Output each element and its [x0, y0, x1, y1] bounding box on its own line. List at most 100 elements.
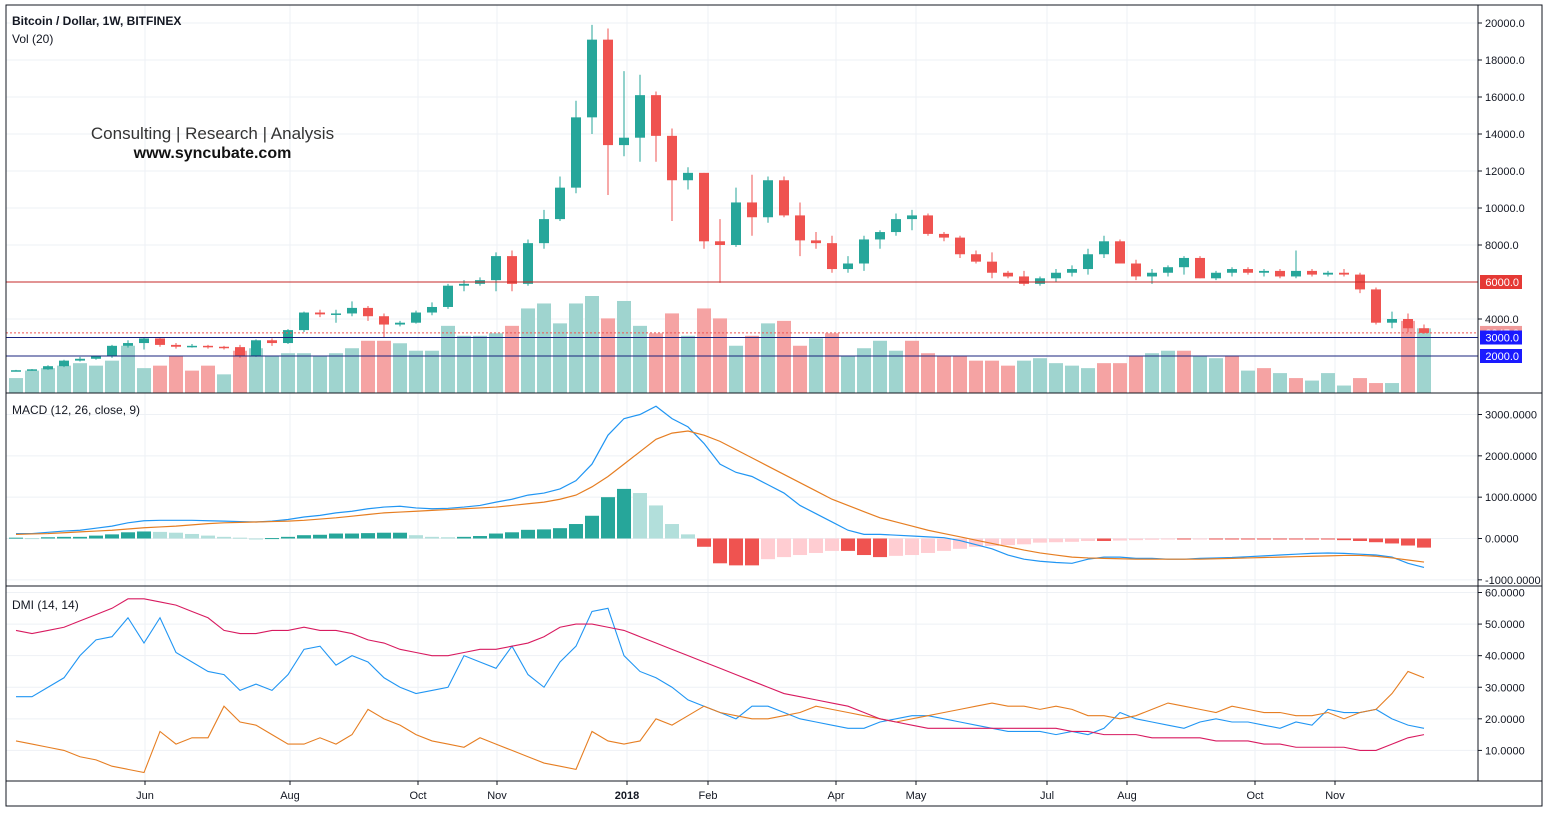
candle-body[interactable] — [1419, 328, 1429, 333]
candle-body[interactable] — [619, 137, 629, 146]
candle-body[interactable] — [267, 340, 277, 344]
candle-body[interactable] — [1243, 269, 1253, 273]
candle-body[interactable] — [971, 254, 981, 262]
candle-body[interactable] — [651, 95, 661, 136]
candle-body[interactable] — [1099, 241, 1109, 255]
candle-body[interactable] — [459, 283, 469, 286]
candle-body[interactable] — [891, 219, 901, 233]
candle-body[interactable] — [107, 345, 117, 357]
candle-body[interactable] — [1083, 254, 1093, 270]
candle-body[interactable] — [779, 180, 789, 216]
candle-body[interactable] — [1115, 241, 1125, 264]
candle-body[interactable] — [1179, 257, 1189, 268]
price-candles[interactable] — [11, 24, 1429, 372]
candle-body[interactable] — [203, 345, 213, 348]
candle-body[interactable] — [395, 322, 405, 325]
candle-body[interactable] — [1147, 272, 1157, 277]
candle-body[interactable] — [235, 347, 245, 356]
candle-body[interactable] — [539, 219, 549, 244]
candle-body[interactable] — [603, 39, 613, 146]
candle-body[interactable] — [715, 241, 725, 245]
candle-body[interactable] — [171, 344, 181, 347]
candle-body[interactable] — [699, 172, 709, 242]
dmi-indicator[interactable] — [15, 598, 1425, 774]
candle-body[interactable] — [1051, 272, 1061, 279]
candle-body[interactable] — [1371, 289, 1381, 323]
candle-body[interactable] — [1195, 257, 1205, 279]
candle-body[interactable] — [747, 202, 757, 218]
candle-body[interactable] — [859, 239, 869, 264]
candle-body[interactable] — [1019, 276, 1029, 284]
candle-body[interactable] — [331, 313, 341, 315]
candle-body[interactable] — [91, 356, 101, 359]
candle-body[interactable] — [571, 117, 581, 188]
candle-body[interactable] — [43, 366, 53, 370]
volume-bar — [857, 348, 871, 393]
candle-body[interactable] — [75, 358, 85, 361]
candle-body[interactable] — [443, 285, 453, 307]
macd-tick-label: 0.0000 — [1485, 534, 1519, 546]
signal-line[interactable] — [15, 430, 1425, 563]
candle-body[interactable] — [283, 330, 293, 344]
candle-body[interactable] — [1387, 319, 1397, 323]
candle-body[interactable] — [875, 232, 885, 240]
candle-body[interactable] — [587, 39, 597, 118]
candle-body[interactable] — [379, 316, 389, 325]
candle-body[interactable] — [635, 95, 645, 138]
candle-body[interactable] — [555, 187, 565, 220]
candle-body[interactable] — [155, 338, 165, 345]
candle-body[interactable] — [1339, 272, 1349, 275]
candle-body[interactable] — [1291, 270, 1301, 277]
candle-body[interactable] — [731, 202, 741, 245]
macd-histogram-bar — [329, 533, 343, 539]
candle-body[interactable] — [299, 312, 309, 331]
candle-body[interactable] — [667, 135, 677, 181]
candle-body[interactable] — [827, 243, 837, 270]
candle-body[interactable] — [1323, 272, 1333, 275]
candle-body[interactable] — [811, 240, 821, 244]
candle-body[interactable] — [939, 233, 949, 238]
candle-body[interactable] — [1003, 272, 1013, 277]
candle-body[interactable] — [363, 307, 373, 317]
candle-body[interactable] — [1259, 270, 1269, 273]
candle-body[interactable] — [987, 261, 997, 273]
candle-body[interactable] — [763, 180, 773, 218]
candle-body[interactable] — [1067, 269, 1077, 273]
candle-body[interactable] — [347, 307, 357, 314]
candle-body[interactable] — [1211, 272, 1221, 279]
candle-body[interactable] — [27, 369, 37, 371]
candle-body[interactable] — [1275, 270, 1285, 277]
volume-bar — [425, 350, 439, 393]
candle-body[interactable] — [1035, 278, 1045, 284]
candle-body[interactable] — [1403, 319, 1413, 329]
candle-body[interactable] — [1307, 270, 1317, 275]
candle-body[interactable] — [795, 215, 805, 241]
candle-body[interactable] — [219, 346, 229, 349]
candle-body[interactable] — [907, 215, 917, 220]
candle-body[interactable] — [683, 172, 693, 181]
candle-body[interactable] — [411, 312, 421, 323]
candle-body[interactable] — [491, 256, 501, 281]
candle-body[interactable] — [507, 256, 517, 284]
candle-body[interactable] — [1163, 267, 1173, 273]
dmi-minus-line[interactable] — [15, 670, 1425, 774]
adx-line[interactable] — [15, 598, 1425, 751]
candle-body[interactable] — [1227, 269, 1237, 273]
candle-body[interactable] — [1131, 263, 1141, 277]
candle-body[interactable] — [843, 263, 853, 270]
candle-body[interactable] — [187, 345, 197, 348]
macd-histogram-bar — [921, 538, 935, 553]
candle-body[interactable] — [139, 338, 149, 344]
macd-indicator[interactable] — [9, 405, 1431, 569]
candle-body[interactable] — [251, 340, 261, 356]
candle-body[interactable] — [59, 360, 69, 367]
candle-body[interactable] — [923, 215, 933, 234]
candle-body[interactable] — [11, 370, 21, 372]
candle-body[interactable] — [523, 243, 533, 284]
candle-body[interactable] — [955, 237, 965, 255]
candle-body[interactable] — [427, 306, 437, 313]
candle-body[interactable] — [315, 312, 325, 315]
candle-body[interactable] — [123, 343, 133, 346]
